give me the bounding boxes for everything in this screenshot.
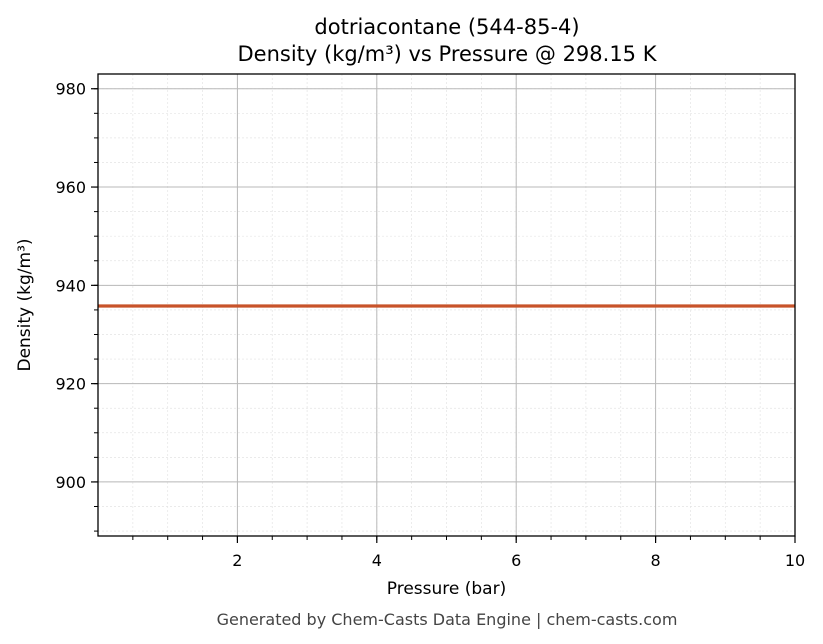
- footer-credit: Generated by Chem-Casts Data Engine | ch…: [217, 610, 678, 629]
- chart-title-line-2: Density (kg/m³) vs Pressure @ 298.15 K: [237, 42, 657, 66]
- y-tick-label: 960: [55, 178, 86, 197]
- x-axis-label: Pressure (bar): [387, 579, 506, 599]
- grid: [98, 74, 795, 536]
- ticks: 2 4 6 8 10 900 920 940 960 980: [55, 80, 805, 570]
- x-tick-label: 10: [785, 551, 805, 570]
- y-tick-label: 920: [55, 375, 86, 394]
- x-tick-label: 4: [372, 551, 382, 570]
- y-tick-label: 900: [55, 473, 86, 492]
- x-tick-label: 2: [232, 551, 242, 570]
- y-tick-label: 940: [55, 276, 86, 295]
- y-axis-label: Density (kg/m³): [15, 238, 35, 371]
- y-tick-label: 980: [55, 80, 86, 99]
- x-tick-label: 6: [511, 551, 521, 570]
- x-tick-label: 8: [651, 551, 661, 570]
- chart-title-line-1: dotriacontane (544-85-4): [314, 15, 579, 39]
